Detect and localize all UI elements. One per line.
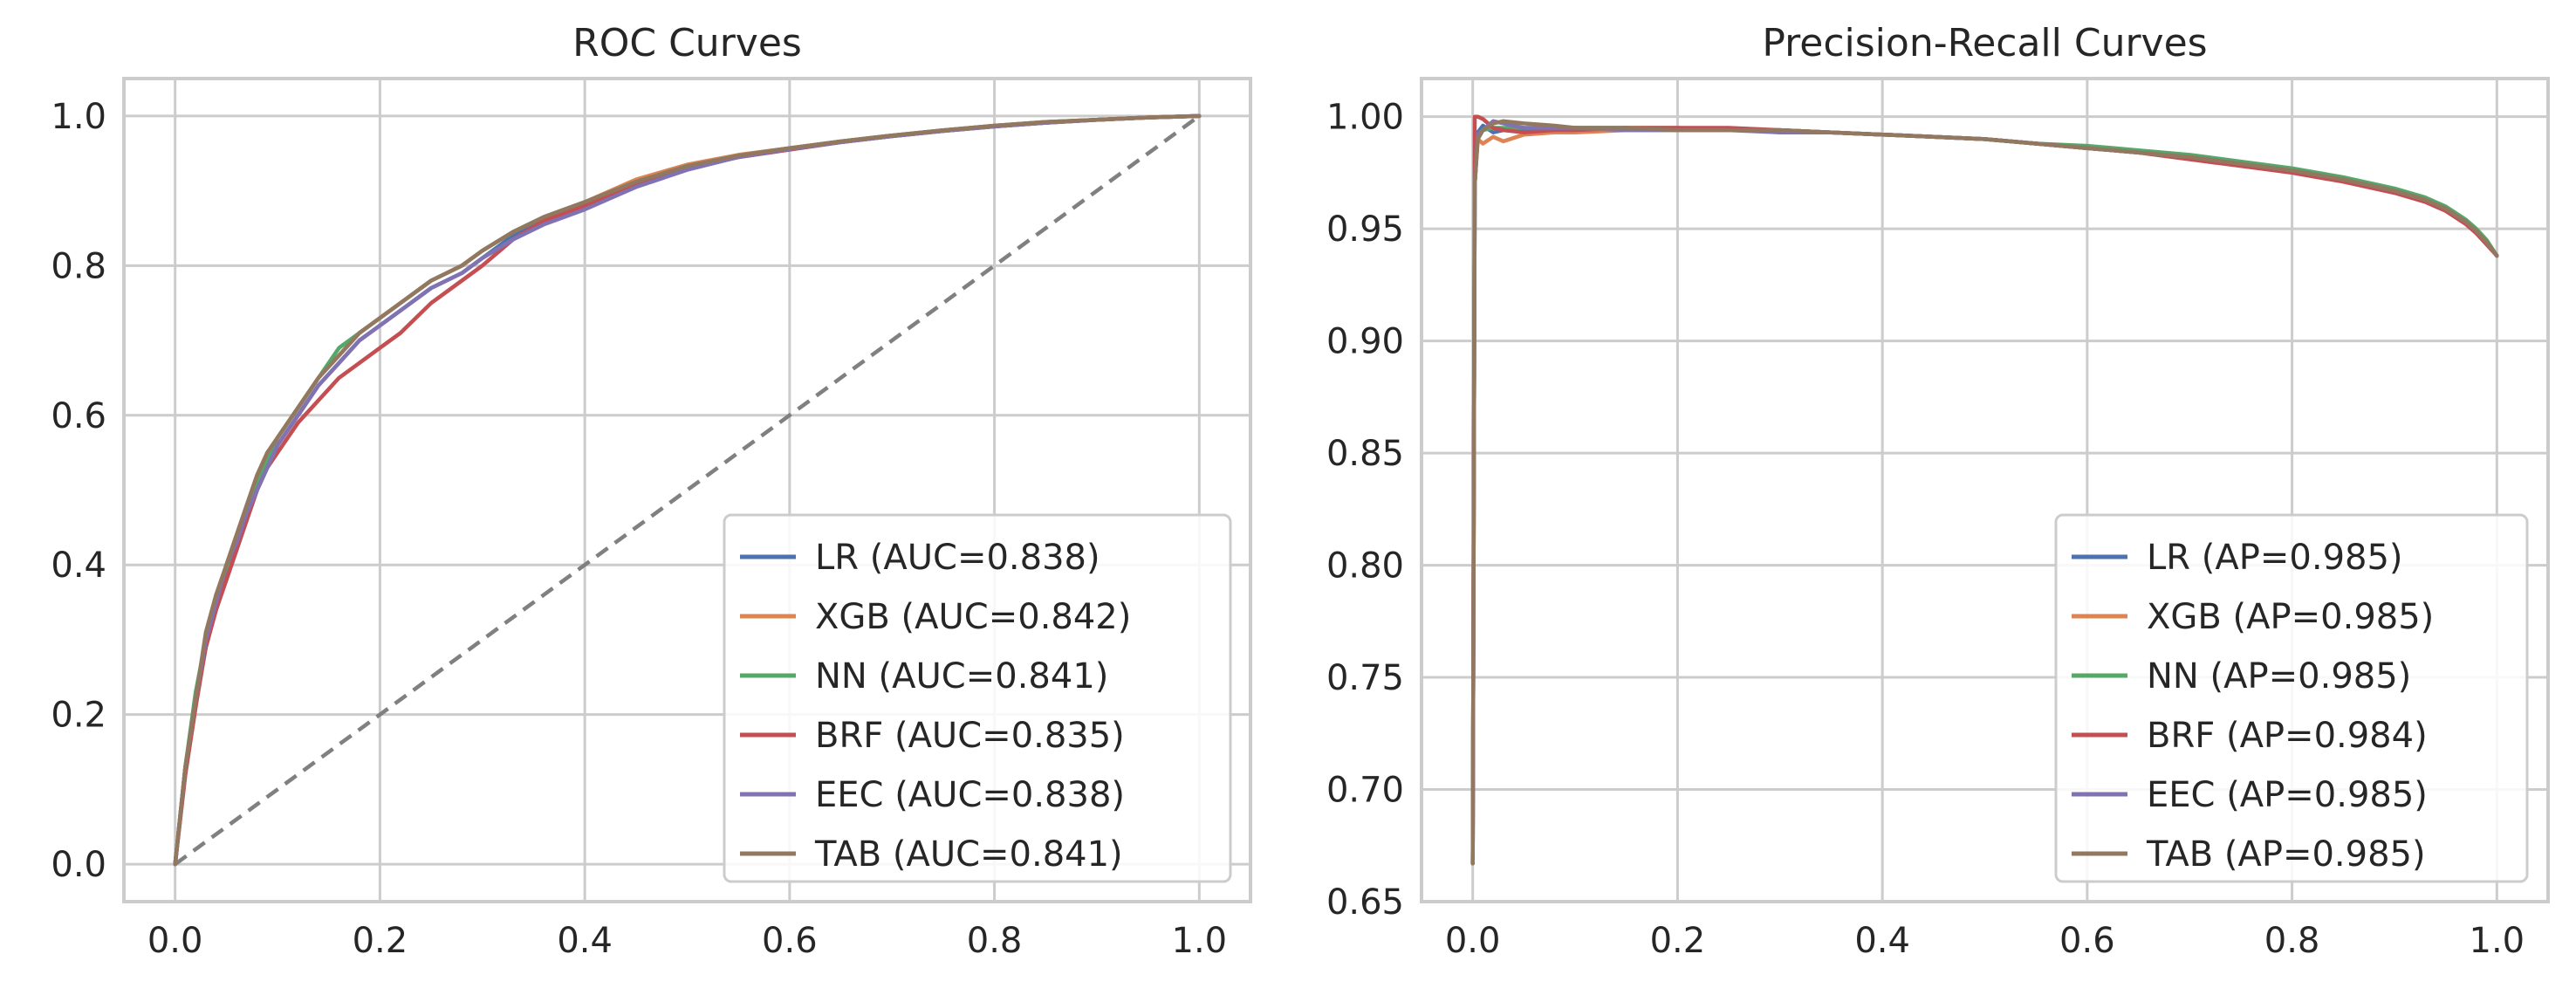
- y-tick-label: 0.8: [51, 246, 106, 286]
- series-line-tab: [1470, 119, 2499, 866]
- roc-chart: 0.0 0.2 0.4 0.6 0.8 1.0 0.0 0.2 0.4 0.6 0.8 1.0 ROC …: [51, 21, 1252, 961]
- y-tick-label: 0.6: [51, 396, 106, 436]
- y-tick-label: 0.90: [1326, 322, 1404, 362]
- plot-frame: [1420, 77, 2550, 903]
- x-tick-label: 0.6: [2059, 921, 2115, 961]
- legend-box: [2054, 513, 2529, 883]
- plot-frame: [122, 77, 1252, 903]
- legend-label-tab: TAB (AUC=0.841): [814, 834, 1123, 875]
- legend-label-nn: NN (AUC=0.841): [815, 656, 1108, 697]
- y-tick-label: 0.85: [1326, 434, 1404, 474]
- legend-label-lr: LR (AUC=0.838): [815, 538, 1100, 578]
- x-tick-label: 0.0: [1445, 921, 1501, 961]
- y-tick-label: 0.80: [1326, 546, 1404, 587]
- grid: [124, 79, 1250, 902]
- chart-title: ROC Curves: [572, 21, 802, 65]
- series-group: [1470, 114, 2499, 866]
- x-tick-label: 0.2: [353, 921, 408, 961]
- y-tick-label: 0.65: [1326, 882, 1404, 923]
- y-tick-label: 0.95: [1326, 209, 1404, 250]
- x-tick-label: 0.6: [762, 921, 818, 961]
- y-tick-label: 0.70: [1326, 771, 1404, 811]
- legend-label-nn: NN (AP=0.985): [2147, 656, 2411, 697]
- legend-label-eec: EEC (AP=0.985): [2147, 775, 2428, 815]
- chance-diagonal-line: [174, 114, 1201, 866]
- legend: LR (AP=0.985) XGB (AP=0.985) NN (AP=0.985)…: [2054, 513, 2529, 883]
- y-tick-label: 0.4: [51, 546, 106, 586]
- x-tick-label: 0.0: [147, 921, 203, 961]
- x-tick-label: 0.2: [1650, 921, 1706, 961]
- legend-label-xgb: XGB (AUC=0.842): [815, 597, 1131, 637]
- legend-label-lr: LR (AP=0.985): [2147, 538, 2403, 578]
- legend-label-eec: EEC (AUC=0.838): [815, 775, 1125, 815]
- series-group: [173, 113, 1202, 867]
- y-tick-label: 0.75: [1326, 658, 1404, 698]
- x-tick-label: 0.4: [1854, 921, 1910, 961]
- chart-title: Precision-Recall Curves: [1762, 21, 2207, 65]
- x-tick-label: 1.0: [1172, 921, 1228, 961]
- x-tick-label: 0.8: [2264, 921, 2320, 961]
- legend-label-tab: TAB (AP=0.985): [2146, 834, 2426, 875]
- legend-label-xgb: XGB (AP=0.985): [2147, 597, 2434, 637]
- legend-box: [723, 513, 1232, 883]
- legend-label-brf: BRF (AP=0.984): [2147, 716, 2428, 756]
- x-tick-label: 0.8: [967, 921, 1023, 961]
- y-tick-label: 0.2: [51, 696, 106, 736]
- precision-recall-chart: 0.0 0.2 0.4 0.6 0.8 1.0 0.65 0.70 0.75 0.80 0.85 0.…: [1326, 21, 2550, 961]
- y-tick-label: 0.0: [51, 845, 106, 885]
- series-line-tab: [173, 113, 1202, 867]
- x-tick-label: 1.0: [2470, 921, 2525, 961]
- y-tick-label: 1.00: [1326, 98, 1404, 138]
- x-tick-label: 0.4: [557, 921, 613, 961]
- legend-label-brf: BRF (AUC=0.835): [815, 716, 1125, 756]
- y-tick-label: 1.0: [51, 97, 106, 137]
- legend: LR (AUC=0.838) XGB (AUC=0.842) NN (AUC=0.8…: [723, 513, 1232, 883]
